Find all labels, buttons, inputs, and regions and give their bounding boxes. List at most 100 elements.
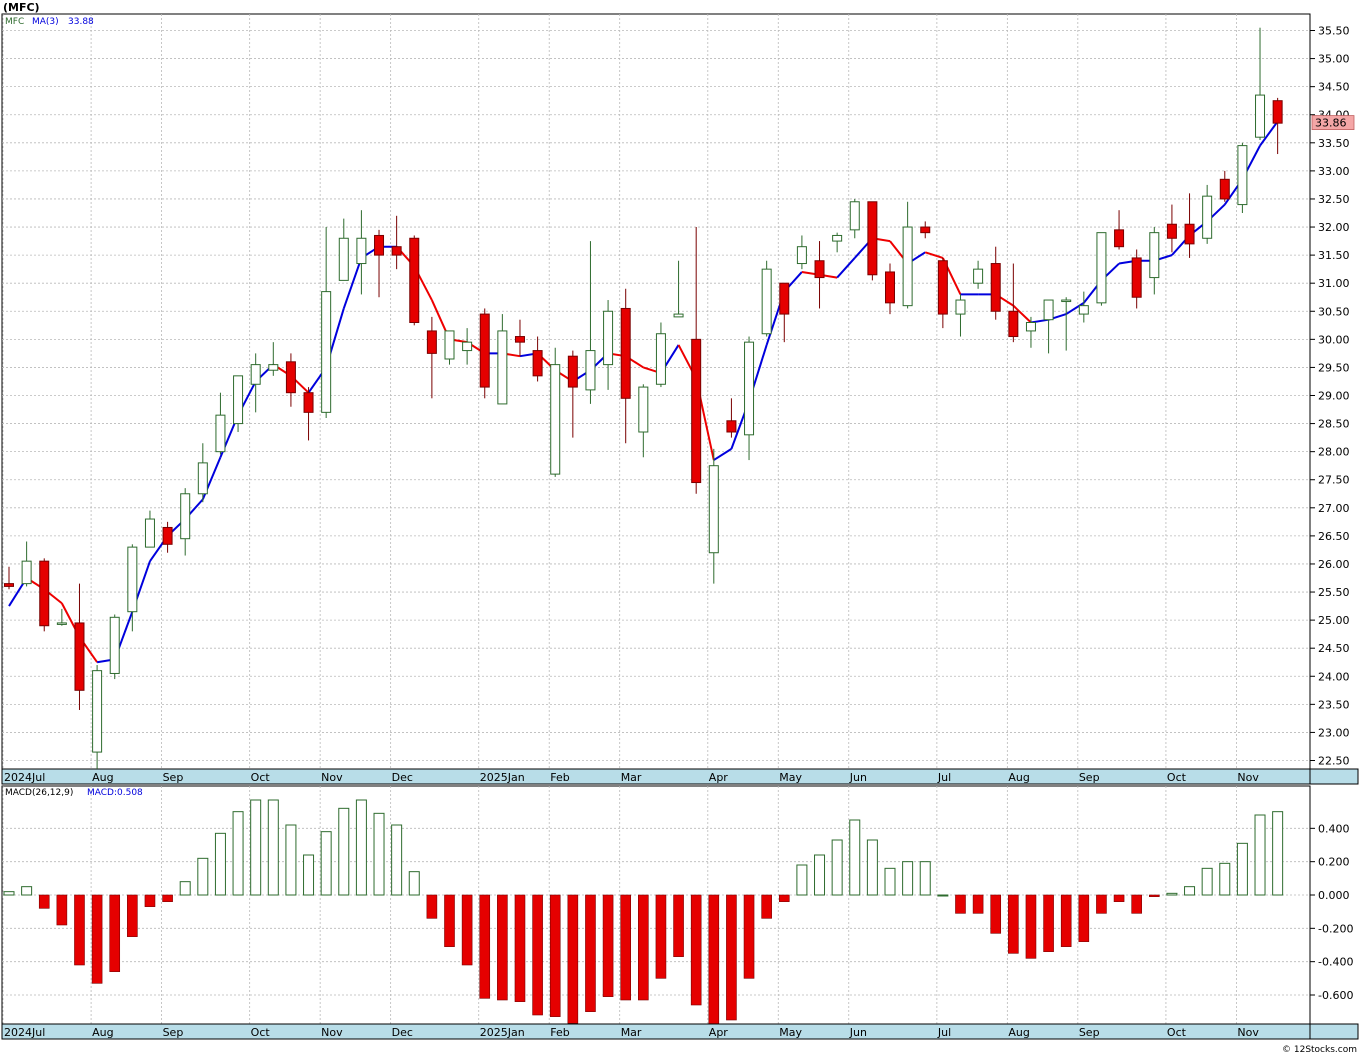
macd-bar xyxy=(690,894,702,1006)
price-tick-label: 33.50 xyxy=(1318,137,1350,150)
macd-bar xyxy=(620,894,632,1001)
candle-body xyxy=(937,260,948,315)
last-price-value: 33.86 xyxy=(1315,117,1347,130)
macd-bar xyxy=(849,819,861,896)
price-x-tick-label: Sep xyxy=(1079,771,1100,784)
macd-x-tick-label: Nov xyxy=(321,1026,343,1039)
price-tick-label: 23.50 xyxy=(1318,698,1350,711)
price-tick-label: 32.50 xyxy=(1318,193,1350,206)
candle-body xyxy=(462,341,473,352)
macd-bar xyxy=(1236,842,1248,896)
candle-body xyxy=(1272,100,1283,124)
macd-x-tick-label: 2025Jan xyxy=(480,1026,525,1039)
macd-bar xyxy=(902,861,914,896)
ma3-segment xyxy=(342,257,363,309)
price-x-tick-label: Nov xyxy=(321,771,343,784)
candle-body xyxy=(127,546,138,613)
macd-bar xyxy=(3,891,15,896)
candle-body xyxy=(1149,232,1160,279)
candle-body xyxy=(585,350,596,391)
candle-body xyxy=(779,282,790,315)
price-tick-label: 30.50 xyxy=(1318,305,1350,318)
candle-body xyxy=(426,330,437,354)
candle-body xyxy=(497,330,508,405)
macd-x-tick-label: Oct xyxy=(251,1026,271,1039)
price-x-tick-label: Mar xyxy=(621,771,642,784)
candle-body xyxy=(726,420,737,433)
macd-tick-label: 0.200 xyxy=(1318,856,1350,869)
candle-body xyxy=(550,364,561,475)
macd-bar xyxy=(1166,892,1178,896)
candle-body xyxy=(197,462,208,495)
candle-body xyxy=(708,465,719,554)
macd-bar xyxy=(1184,886,1196,896)
candle-body xyxy=(920,226,931,234)
candle-body xyxy=(180,493,191,540)
candle-body xyxy=(39,560,50,627)
macd-bar xyxy=(162,894,173,902)
candle-body xyxy=(409,237,420,323)
ma3-segment xyxy=(713,448,732,461)
price-tick-label: 32.00 xyxy=(1318,221,1350,234)
macd-bar xyxy=(56,894,68,926)
price-tick-label: 33.00 xyxy=(1318,165,1350,178)
candle-body xyxy=(814,260,825,279)
macd-x-tick-label: Aug xyxy=(1008,1026,1029,1039)
price-tick-label: 29.00 xyxy=(1318,390,1350,403)
candle-body xyxy=(532,350,543,377)
price-tick-label: 34.50 xyxy=(1318,81,1350,94)
candle-body xyxy=(1061,299,1072,303)
macd-bar xyxy=(743,894,755,979)
macd-bar xyxy=(497,894,508,1001)
macd-bar xyxy=(479,894,491,999)
candle-body xyxy=(1008,310,1019,338)
ma3-segment xyxy=(1012,304,1032,324)
macd-bar xyxy=(355,799,367,896)
price-x-tick-label: Jun xyxy=(849,771,867,784)
price-tick-label: 25.00 xyxy=(1318,614,1350,627)
macd-bar xyxy=(761,894,772,919)
macd-bar xyxy=(1149,894,1160,897)
candle-body xyxy=(867,201,878,276)
macd-bar xyxy=(955,894,966,914)
candle-body xyxy=(567,355,578,388)
macd-x-axis-band xyxy=(1,1023,1311,1040)
price-tick-label: 24.50 xyxy=(1318,642,1350,655)
ma3-segment xyxy=(924,251,944,259)
candle-body xyxy=(1219,178,1230,200)
candle-body xyxy=(990,263,1001,312)
macd-x-tick-label: May xyxy=(779,1026,802,1039)
candle-body xyxy=(374,234,385,256)
macd-bar xyxy=(708,894,720,1029)
macd-bar xyxy=(303,854,315,896)
candle-body xyxy=(1096,232,1107,304)
candle-body xyxy=(4,583,14,587)
ma3-segment xyxy=(836,257,856,279)
price-x-tick-label: May xyxy=(779,771,802,784)
ma3-segment xyxy=(1259,120,1279,147)
macd-bar xyxy=(1043,894,1054,952)
candle-body xyxy=(673,313,684,318)
candle-body xyxy=(885,271,895,304)
macd-tick-label: -0.600 xyxy=(1318,989,1353,1002)
macd-bar xyxy=(250,799,262,896)
macd-bar xyxy=(585,894,596,1012)
macd-x-tick-label: Jun xyxy=(849,1026,867,1039)
macd-bar xyxy=(778,894,790,902)
candle-body xyxy=(444,330,455,360)
macd-bar xyxy=(127,894,138,937)
macd-value-label: MACD:0.508 xyxy=(87,788,143,798)
macd-bar xyxy=(1113,894,1125,902)
price-tick-label: 26.00 xyxy=(1318,558,1350,571)
macd-bar xyxy=(1078,894,1090,942)
ma-value: 33.88 xyxy=(68,17,94,27)
macd-bar xyxy=(567,894,579,1024)
macd-x-tick-label: Jul xyxy=(937,1026,951,1039)
macd-bar xyxy=(866,839,878,896)
macd-bar xyxy=(21,886,33,896)
price-tick-label: 35.00 xyxy=(1318,53,1350,66)
price-tick-label: 27.50 xyxy=(1318,474,1350,487)
price-tick-label: 28.00 xyxy=(1318,446,1350,459)
macd-bar xyxy=(1201,867,1213,896)
macd-bar xyxy=(831,839,843,896)
